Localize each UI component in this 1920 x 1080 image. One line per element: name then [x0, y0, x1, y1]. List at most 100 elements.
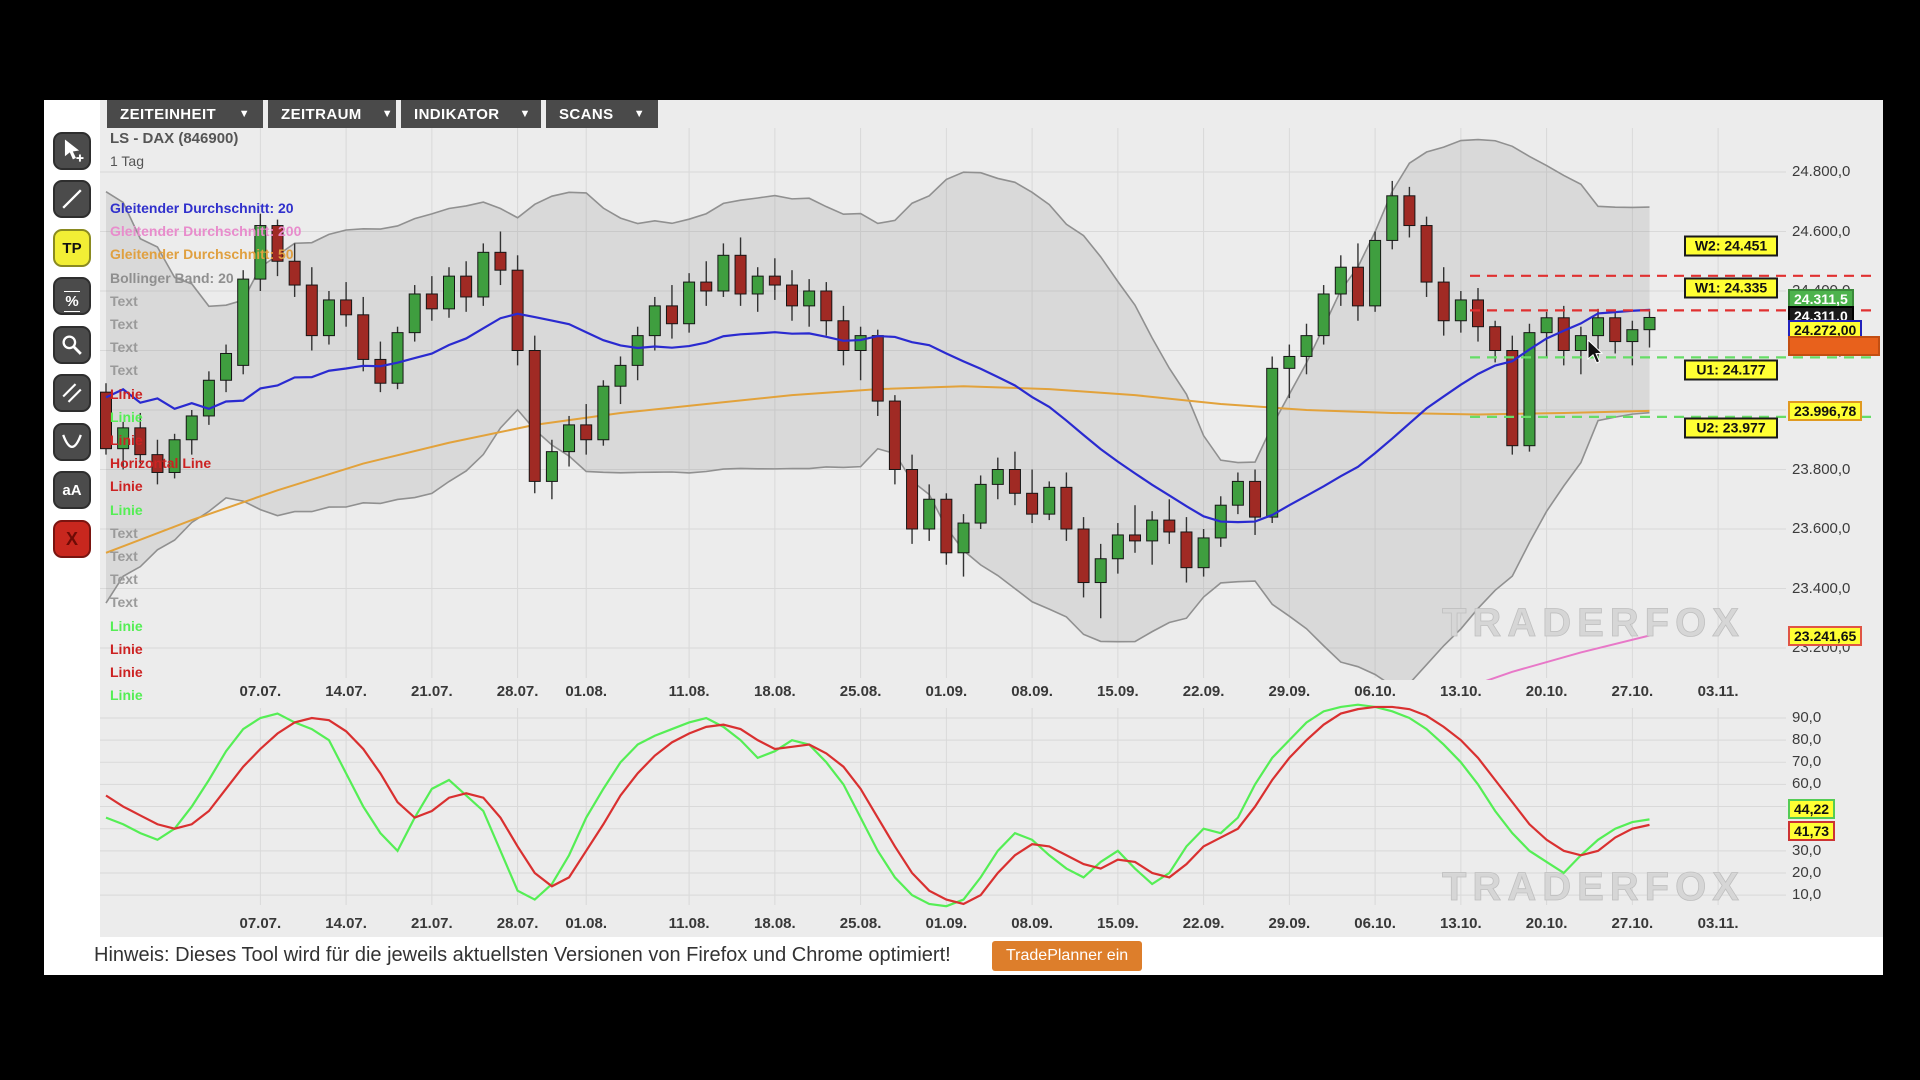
candle	[1386, 180, 1399, 250]
date-axis-label: 29.09.	[1268, 915, 1311, 932]
indicator-axis-label: 80,0	[1792, 731, 1822, 749]
tradeplanner-toggle-button[interactable]: TradePlanner ein	[992, 941, 1143, 971]
candle	[648, 296, 661, 351]
candle	[700, 261, 713, 306]
candle	[271, 219, 284, 277]
candle	[494, 231, 507, 286]
candle	[1146, 511, 1159, 565]
legend-item: Linie	[110, 408, 143, 425]
legend-item: Linie	[110, 432, 143, 448]
candle	[631, 326, 644, 381]
candle	[837, 305, 850, 366]
candle	[1026, 469, 1039, 524]
legend-item: Horizontal Line	[110, 455, 212, 472]
price-label-ma200: 23.241,65	[1788, 626, 1863, 646]
text-tool[interactable]: aA	[53, 471, 91, 509]
trendline-tool[interactable]	[53, 180, 91, 218]
legend-item: Text	[110, 362, 138, 379]
percent-tool[interactable]: undefined%	[53, 277, 91, 315]
candle	[1403, 186, 1416, 238]
indicator-axis-label: 20,0	[1792, 863, 1822, 881]
chevron-down-icon: ▼	[381, 108, 393, 120]
candle	[1317, 285, 1330, 345]
legend-item: Linie	[110, 385, 143, 402]
tradeplanner-tool[interactable]: TP	[53, 229, 91, 267]
candle	[1060, 472, 1073, 541]
candle	[151, 439, 164, 485]
arc-tool[interactable]	[53, 423, 91, 461]
legend-item: Linie	[110, 501, 143, 518]
tradeplanner-tool-label: TP	[62, 239, 82, 257]
date-axis-label: 11.08.	[668, 915, 710, 932]
cursor-move-icon	[64, 139, 84, 162]
date-axis-label: 27.10.	[1611, 915, 1654, 932]
menu-bar: ZEITEINHEIT ▼ ZEITRAUM ▼ INDIKATOR ▼ SCANS ▼	[107, 100, 658, 128]
candle	[665, 285, 678, 339]
candle	[288, 243, 301, 297]
zoom-tool[interactable]	[53, 326, 91, 364]
date-axis-label: 06.10.	[1354, 683, 1396, 700]
candle	[940, 493, 953, 565]
date-axis-label: 27.10.	[1611, 683, 1654, 700]
candle	[1454, 291, 1467, 333]
candle	[786, 270, 798, 321]
level-u1-label: U1: 24.177	[1684, 359, 1778, 381]
menu-label: ZEITRAUM	[281, 105, 362, 123]
candle	[1249, 469, 1262, 535]
candle	[906, 454, 919, 544]
menu-zeiteinheit[interactable]: ZEITEINHEIT ▼	[107, 100, 263, 128]
candle	[1523, 323, 1536, 452]
date-axis-label: 11.08.	[668, 683, 710, 700]
candle	[477, 243, 490, 306]
level-u2-label: U2: 23.977	[1684, 417, 1778, 439]
candle	[1592, 308, 1605, 357]
menu-indikator[interactable]: INDIKATOR ▼	[401, 100, 541, 128]
candle	[1574, 326, 1587, 375]
candle	[1129, 505, 1141, 553]
chart-canvas[interactable]: TRADERFOX TRADERFOX	[44, 100, 1883, 975]
candle	[734, 237, 747, 306]
indicator-axis-label: 70,0	[1792, 753, 1822, 771]
candle	[957, 514, 970, 577]
candle	[1369, 231, 1382, 312]
candle	[254, 213, 267, 291]
candle	[1351, 243, 1364, 321]
candle	[597, 380, 610, 446]
candle	[1231, 472, 1244, 515]
menu-scans[interactable]: SCANS ▼	[546, 100, 658, 128]
candle	[1094, 543, 1107, 619]
candle	[220, 344, 233, 393]
menu-label: ZEITEINHEIT	[120, 105, 217, 123]
arc-icon	[62, 434, 82, 448]
sma200-line	[1485, 634, 1650, 680]
menu-label: SCANS	[559, 105, 614, 123]
menu-zeitraum[interactable]: ZEITRAUM ▼	[268, 100, 396, 128]
candle	[391, 326, 404, 390]
date-axis-label: 25.08.	[839, 915, 882, 932]
candle	[168, 433, 181, 479]
date-axis-label: 01.09.	[925, 683, 968, 700]
cursor-move-tool[interactable]	[53, 132, 91, 170]
legend-item: Linie	[110, 640, 143, 657]
legend-item: Gleitender Durchschnitt: 200	[110, 223, 302, 240]
percent-icon: undefined	[57, 279, 87, 290]
candle	[100, 383, 112, 455]
legend-item: Text	[110, 339, 138, 356]
date-axis-label: 03.11.	[1697, 683, 1739, 700]
date-axis-label: 07.07.	[239, 915, 282, 932]
stoch-slow-value-box: 41,73	[1788, 821, 1836, 841]
drawing-toolbar: TP undefined% aA X	[44, 100, 100, 975]
parallel-lines-tool[interactable]	[53, 374, 91, 412]
candle	[185, 410, 198, 455]
candle	[803, 279, 816, 327]
indicator-axis-label: 90,0	[1792, 709, 1822, 726]
instrument-title: LS - DAX (846900)	[110, 130, 239, 147]
menu-label: INDIKATOR	[414, 105, 500, 123]
candle	[751, 267, 764, 312]
date-axis-label: 18.08.	[753, 915, 796, 932]
delete-tool[interactable]: X	[53, 520, 91, 558]
candle	[117, 421, 130, 470]
candle	[545, 439, 558, 500]
trendline-icon	[62, 189, 82, 209]
percent-tool-label: %	[65, 293, 79, 311]
